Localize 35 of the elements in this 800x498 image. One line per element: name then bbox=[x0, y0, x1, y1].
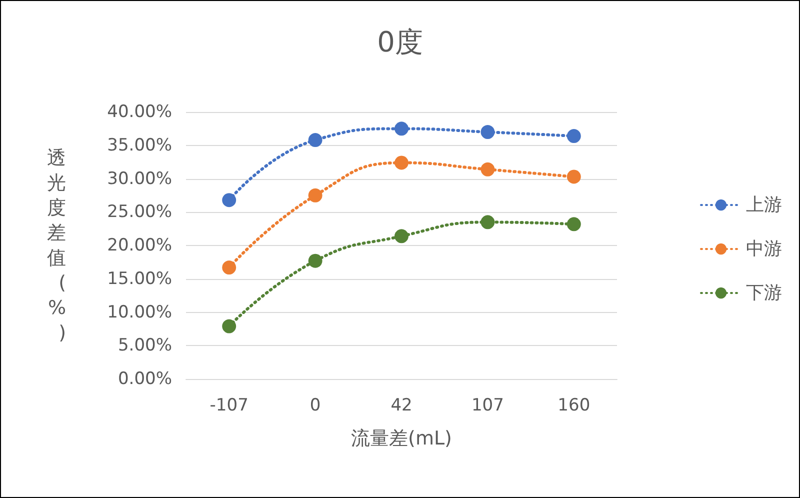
y-tick-label: 0.00% bbox=[118, 369, 172, 389]
point bbox=[222, 319, 236, 334]
point bbox=[566, 217, 581, 232]
point bbox=[394, 156, 408, 170]
legend-label: 下游 bbox=[746, 282, 782, 304]
point bbox=[566, 129, 581, 144]
x-tick-label: 107 bbox=[471, 396, 504, 416]
y-tick-label: 35.00% bbox=[107, 135, 172, 156]
x-axis-title: 流量差(mL) bbox=[351, 428, 452, 450]
y-tick-label: 30.00% bbox=[107, 168, 172, 189]
point bbox=[308, 133, 322, 148]
point bbox=[480, 125, 495, 140]
y-tick-label: 25.00% bbox=[107, 202, 172, 222]
point bbox=[480, 162, 495, 176]
y-axis-title: 透光度差值(%) bbox=[47, 147, 66, 344]
point bbox=[480, 215, 495, 230]
legend-label: 上游 bbox=[746, 194, 782, 216]
y-tick-label: 15.00% bbox=[107, 268, 172, 289]
point bbox=[394, 229, 408, 244]
y-tick-label: 40.00% bbox=[107, 102, 172, 122]
point bbox=[394, 122, 408, 136]
point bbox=[222, 193, 236, 208]
y-tick-label: 10.00% bbox=[107, 302, 172, 322]
x-tick-label: 0 bbox=[310, 396, 321, 416]
point bbox=[308, 188, 322, 202]
x-tick-label: 42 bbox=[390, 396, 412, 416]
y-tick-label: 20.00% bbox=[107, 236, 172, 256]
x-tick-label: -107 bbox=[210, 396, 248, 416]
y-tick-label: 5.00% bbox=[118, 336, 172, 356]
chart-title: 0度 bbox=[377, 26, 423, 58]
point bbox=[566, 170, 581, 184]
legend-label: 中游 bbox=[746, 238, 782, 260]
x-tick-label: 160 bbox=[558, 396, 590, 416]
point bbox=[222, 260, 236, 275]
point bbox=[308, 254, 322, 268]
